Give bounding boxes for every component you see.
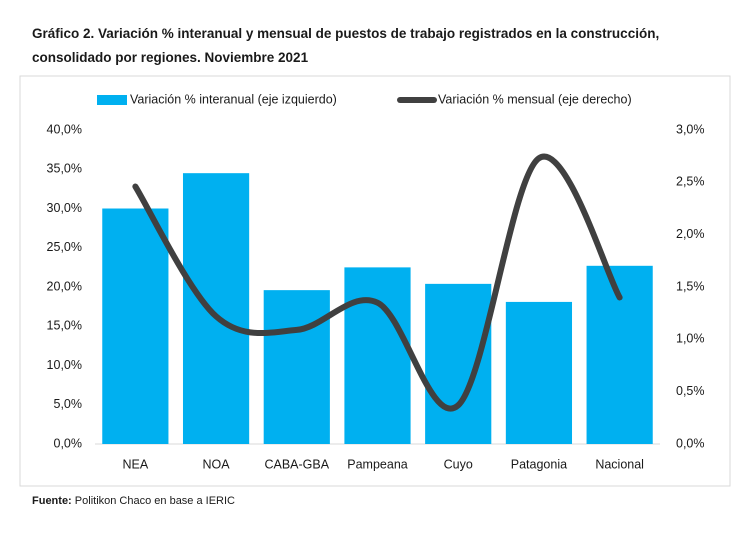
y-tick-label: 15,0% [47,319,82,333]
y-tick-label: 5,0% [54,397,83,411]
bar [344,267,411,444]
x-tick-label: Cuyo [444,457,473,471]
chart: 0,0% 5,0% 10,0% 15,0% 20,0% 25,0% 30,0% 35,0% 40… [19,75,731,487]
source-text: Politikon Chaco en base a IERIC [74,495,235,507]
legend-label: Variación % interanual (eje izquierdo) [130,92,337,106]
y2-tick-label: 2,0% [676,227,705,241]
bar [182,173,250,445]
chart-frame [19,75,731,487]
line [132,153,623,412]
legend-swatch [97,95,127,105]
x-tick-label: NOA [203,457,231,471]
bar [425,283,492,444]
y-tick-label: 0,0% [54,436,83,450]
y2-tick-label: 3,0% [676,122,705,136]
y-tick-label: 30,0% [47,201,82,215]
y2-tick-label: 2,5% [676,175,705,189]
bar [102,208,169,444]
y2-tick-label: 0,5% [676,384,705,398]
y-tick-label: 10,0% [47,358,82,372]
y-tick-label: 35,0% [47,162,82,176]
y2-tick-label: 1,5% [676,279,705,293]
y2-tick-label: 0,0% [676,436,705,450]
y-tick-label: 25,0% [47,240,82,254]
y-tick-label: 20,0% [47,279,82,293]
source: Fuente: Politikon Chaco en base a IERIC [32,495,235,507]
y-tick-label: 40,0% [47,122,82,136]
x-tick-label: CABA-GBA [264,457,329,471]
bar [263,290,330,444]
x-tick-label: NEA [123,457,149,471]
x-tick-label: Patagonia [511,457,567,471]
x-tick-label: Pampeana [347,457,408,471]
bar [505,301,573,444]
chart-title: Gráfico 2. Variación % interanual y mens… [32,26,660,65]
y2-tick-label: 1,0% [676,332,705,346]
source-label: Fuente: [32,495,72,507]
legend-label: Variación % mensual (eje derecho) [438,92,632,106]
x-tick-label: Nacional [595,457,644,471]
